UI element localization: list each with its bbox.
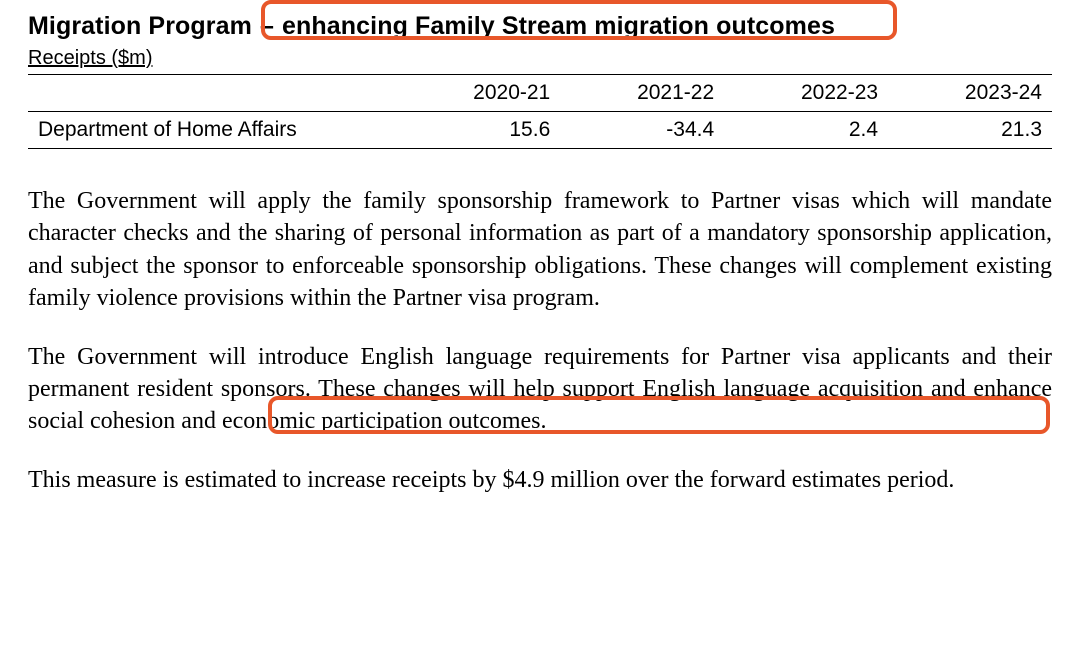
table-header-row: 2020-21 2021-22 2022-23 2023-24 bbox=[28, 75, 1052, 112]
table-cell: 15.6 bbox=[396, 112, 560, 149]
paragraph-2: The Government will introduce English la… bbox=[28, 341, 1052, 438]
table-cell: 21.3 bbox=[888, 112, 1052, 149]
table-cell: 2.4 bbox=[724, 112, 888, 149]
table-row-label: Department of Home Affairs bbox=[28, 112, 396, 149]
table-header-year: 2023-24 bbox=[888, 75, 1052, 112]
table-header-year: 2020-21 bbox=[396, 75, 560, 112]
title-part-1: Migration Program bbox=[28, 12, 259, 40]
table-header-year: 2022-23 bbox=[724, 75, 888, 112]
title-part-2: enhancing Family Stream migration outcom… bbox=[275, 12, 835, 40]
title-dash: – bbox=[259, 12, 275, 41]
paragraph-3: This measure is estimated to increase re… bbox=[28, 464, 1052, 496]
receipts-label: Receipts ($m) bbox=[28, 47, 1052, 74]
table-cell: -34.4 bbox=[560, 112, 724, 149]
table-row: Department of Home Affairs 15.6 -34.4 2.… bbox=[28, 112, 1052, 149]
section-title: Migration Program – enhancing Family Str… bbox=[28, 12, 1052, 41]
table-header-year: 2021-22 bbox=[560, 75, 724, 112]
body-text: The Government will apply the family spo… bbox=[28, 185, 1052, 496]
table-header-blank bbox=[28, 75, 396, 112]
receipts-table: 2020-21 2021-22 2022-23 2023-24 Departme… bbox=[28, 74, 1052, 149]
paragraph-1: The Government will apply the family spo… bbox=[28, 185, 1052, 315]
